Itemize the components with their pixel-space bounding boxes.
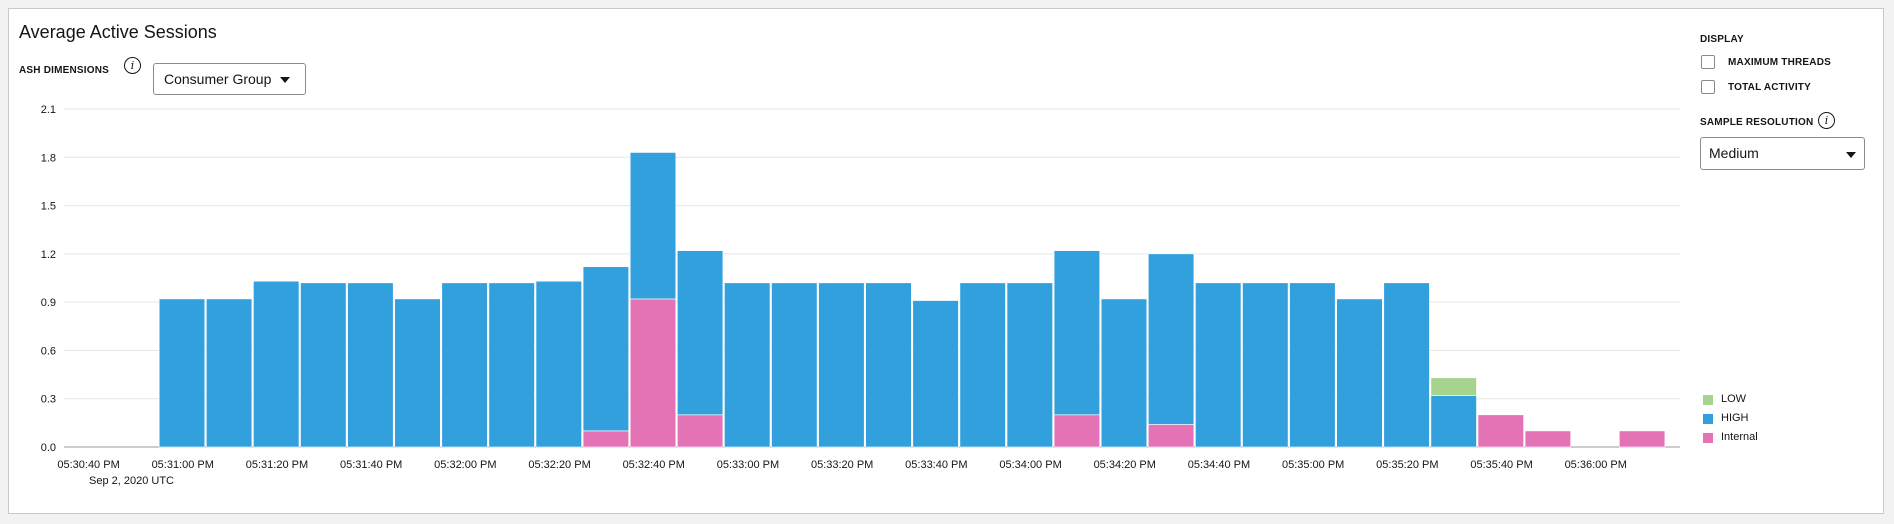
bar-segment (158, 298, 206, 448)
info-icon[interactable]: i (1818, 112, 1835, 129)
bar-segment (629, 298, 677, 448)
x-tick-label: 05:34:40 PM (1188, 459, 1250, 471)
x-tick-label: 05:36:00 PM (1565, 459, 1627, 471)
y-tick-label: 0.3 (41, 394, 56, 406)
bar-segment (1053, 250, 1100, 416)
x-tick-label: 05:31:00 PM (152, 459, 214, 471)
bar-segment (347, 282, 394, 448)
y-tick-label: 1.8 (41, 152, 56, 164)
bar-segment (1148, 253, 1195, 425)
bar-segment (1242, 282, 1289, 448)
bar-segment (912, 300, 959, 448)
bar-segment (300, 282, 347, 448)
bar-segment (676, 250, 724, 416)
total-activity-label: TOTAL ACTIVITY (1728, 82, 1811, 93)
y-tick-label: 1.2 (41, 249, 56, 261)
x-tick-label: 05:31:20 PM (246, 459, 308, 471)
x-tick-label: 05:33:00 PM (717, 459, 779, 471)
x-tick-label: 05:34:00 PM (999, 459, 1061, 471)
bar-segment (1195, 282, 1242, 448)
bar-segment (1383, 282, 1430, 448)
y-tick-label: 1.5 (41, 201, 56, 213)
legend-label-low: LOW (1721, 393, 1747, 405)
bar-segment (206, 298, 253, 448)
bar-segment (253, 280, 300, 448)
y-tick-label: 2.1 (41, 104, 56, 116)
y-tick-label: 0.0 (41, 442, 56, 454)
bar-segment (1289, 282, 1336, 448)
ash-dimensions-label: ASH DIMENSIONS (19, 65, 110, 76)
x-tick-label: 05:35:00 PM (1282, 459, 1344, 471)
chevron-down-icon (1846, 152, 1856, 158)
bar-segment (441, 282, 488, 448)
bar-segment (1006, 282, 1053, 448)
bar-segment (582, 430, 629, 448)
bar-segment (1430, 395, 1477, 448)
bar-segment (771, 282, 818, 448)
x-tick-label: 05:35:20 PM (1376, 459, 1438, 471)
bar-segment (1619, 430, 1666, 448)
x-tick-label: 05:34:20 PM (1094, 459, 1156, 471)
legend-swatch-high (1703, 414, 1713, 424)
bar-segment (1430, 377, 1477, 396)
total-activity-checkbox[interactable] (1701, 80, 1715, 94)
legend-label-internal: Internal (1721, 431, 1758, 443)
bar-segment (1477, 414, 1524, 448)
bar-segment (1524, 430, 1571, 448)
x-tick-label: 05:32:20 PM (528, 459, 590, 471)
x-tick-label: 05:30:40 PM (57, 459, 119, 471)
x-tick-label: 05:33:40 PM (905, 459, 967, 471)
bar-segment (724, 282, 771, 448)
bar-segment (535, 280, 582, 448)
sample-resolution-value: Medium (1709, 145, 1759, 161)
legend-swatch-internal (1703, 433, 1713, 443)
bar-segment (394, 298, 441, 448)
bar-segment (1100, 298, 1148, 448)
bar-segment (818, 282, 865, 448)
bar-segment (1336, 298, 1383, 448)
display-heading: DISPLAY (1700, 34, 1744, 45)
bar-segment (676, 414, 724, 448)
bar-segment (629, 152, 677, 300)
bar-segment (488, 282, 535, 448)
maximum-threads-checkbox[interactable] (1701, 55, 1715, 69)
bar-segment (1148, 424, 1195, 448)
maximum-threads-label: MAXIMUM THREADS (1728, 57, 1831, 68)
y-tick-label: 0.9 (41, 297, 56, 309)
legend-label-high: HIGH (1721, 412, 1749, 424)
sample-resolution-label: SAMPLE RESOLUTION (1700, 117, 1814, 128)
ash-dimensions-select[interactable]: Consumer Group (153, 63, 306, 95)
bar-segment (865, 282, 912, 448)
bar-segment (1053, 414, 1100, 448)
sample-resolution-select[interactable]: Medium (1700, 137, 1865, 170)
x-tick-label: 05:32:00 PM (434, 459, 496, 471)
chevron-down-icon (280, 77, 290, 83)
bar-segment (959, 282, 1006, 448)
x-tick-label: 05:33:20 PM (811, 459, 873, 471)
x-axis-date-label: Sep 2, 2020 UTC (89, 475, 174, 487)
x-tick-label: 05:35:40 PM (1470, 459, 1532, 471)
y-tick-label: 0.6 (41, 345, 56, 357)
ash-dimensions-value: Consumer Group (164, 71, 272, 87)
chart-title: Average Active Sessions (19, 22, 217, 42)
x-tick-label: 05:31:40 PM (340, 459, 402, 471)
bar-segment (582, 266, 629, 432)
x-tick-label: 05:32:40 PM (623, 459, 685, 471)
legend-swatch-low (1703, 395, 1713, 405)
info-icon[interactable]: i (124, 57, 141, 74)
